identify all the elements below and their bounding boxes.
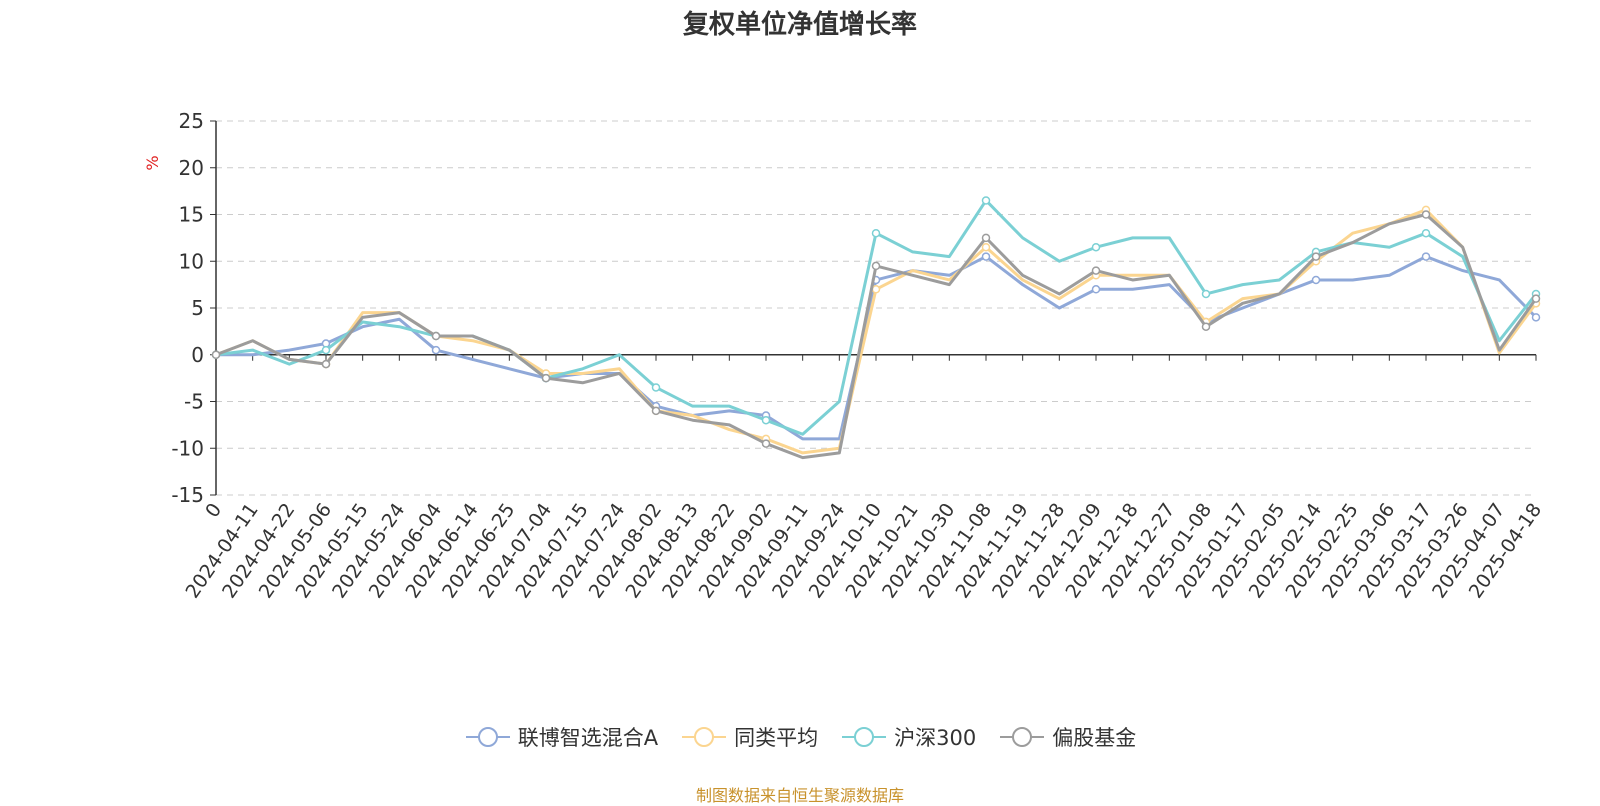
y-tick-label: 15 xyxy=(179,203,204,227)
data-point xyxy=(871,285,881,294)
y-tick-label: -10 xyxy=(171,436,204,460)
legend-marker-icon xyxy=(682,727,727,747)
y-tick-label: 0 xyxy=(191,343,204,367)
legend-label: 沪深300 xyxy=(894,726,977,750)
data-point xyxy=(1421,228,1431,238)
data-point xyxy=(321,345,331,355)
legend-label: 偏股基金 xyxy=(1052,726,1137,750)
data-point xyxy=(651,383,661,392)
data-point xyxy=(431,345,441,355)
data-point xyxy=(211,350,221,359)
y-tick-label: 20 xyxy=(179,156,204,180)
data-point xyxy=(1201,322,1211,331)
data-point xyxy=(871,261,881,271)
data-point xyxy=(1311,252,1321,261)
grid-lines xyxy=(216,120,1536,496)
data-point xyxy=(761,415,771,425)
legend-label: 同类平均 xyxy=(734,726,819,750)
legend-marker-icon xyxy=(842,727,887,747)
y-tick-label: 25 xyxy=(179,109,204,133)
y-tick-label: 5 xyxy=(191,296,204,320)
y-tick-label: -5 xyxy=(184,390,204,414)
data-point xyxy=(651,406,661,416)
y-axis-label: % xyxy=(143,155,162,170)
data-point xyxy=(1311,275,1321,285)
data-point xyxy=(981,233,991,243)
data-point xyxy=(1091,285,1101,294)
data-point xyxy=(761,439,771,448)
data-point xyxy=(981,242,991,252)
data-source-note: 制图数据来自恒生聚源数据库 xyxy=(695,786,904,805)
data-point xyxy=(871,228,881,238)
legend-marker-icon xyxy=(1000,727,1045,747)
legend-item[interactable]: 同类平均 xyxy=(680,722,818,752)
data-point xyxy=(1421,252,1431,261)
series-lines xyxy=(211,196,1541,460)
x-tick-label: 0 xyxy=(201,499,226,522)
axes xyxy=(210,120,1537,496)
data-point xyxy=(321,359,331,369)
data-point xyxy=(1091,242,1101,252)
data-point xyxy=(1531,313,1541,322)
y-tick-label: -15 xyxy=(171,483,204,507)
line-chart: 2520151050-5-10-1502024-04-112024-04-222… xyxy=(143,109,1546,602)
data-point xyxy=(1091,266,1101,275)
legend-item[interactable]: 偏股基金 xyxy=(998,722,1136,752)
legend-item[interactable]: 联博智选混合A xyxy=(464,722,658,752)
data-point xyxy=(981,252,991,261)
legend-item[interactable]: 沪深300 xyxy=(840,722,976,752)
legend-label: 联博智选混合A xyxy=(517,726,659,750)
data-point xyxy=(1531,294,1541,303)
data-point xyxy=(981,196,991,205)
data-point xyxy=(541,373,551,383)
data-point xyxy=(1201,289,1211,299)
data-point xyxy=(431,331,441,341)
chart-title: 复权单位净值增长率 xyxy=(682,10,917,40)
data-point xyxy=(1421,210,1431,219)
y-tick-label: 10 xyxy=(179,249,204,273)
legend-marker-icon xyxy=(465,727,510,747)
legend: 联博智选混合A 同类平均 沪深300 偏股基金 xyxy=(0,722,1600,752)
series-line xyxy=(215,213,1538,460)
